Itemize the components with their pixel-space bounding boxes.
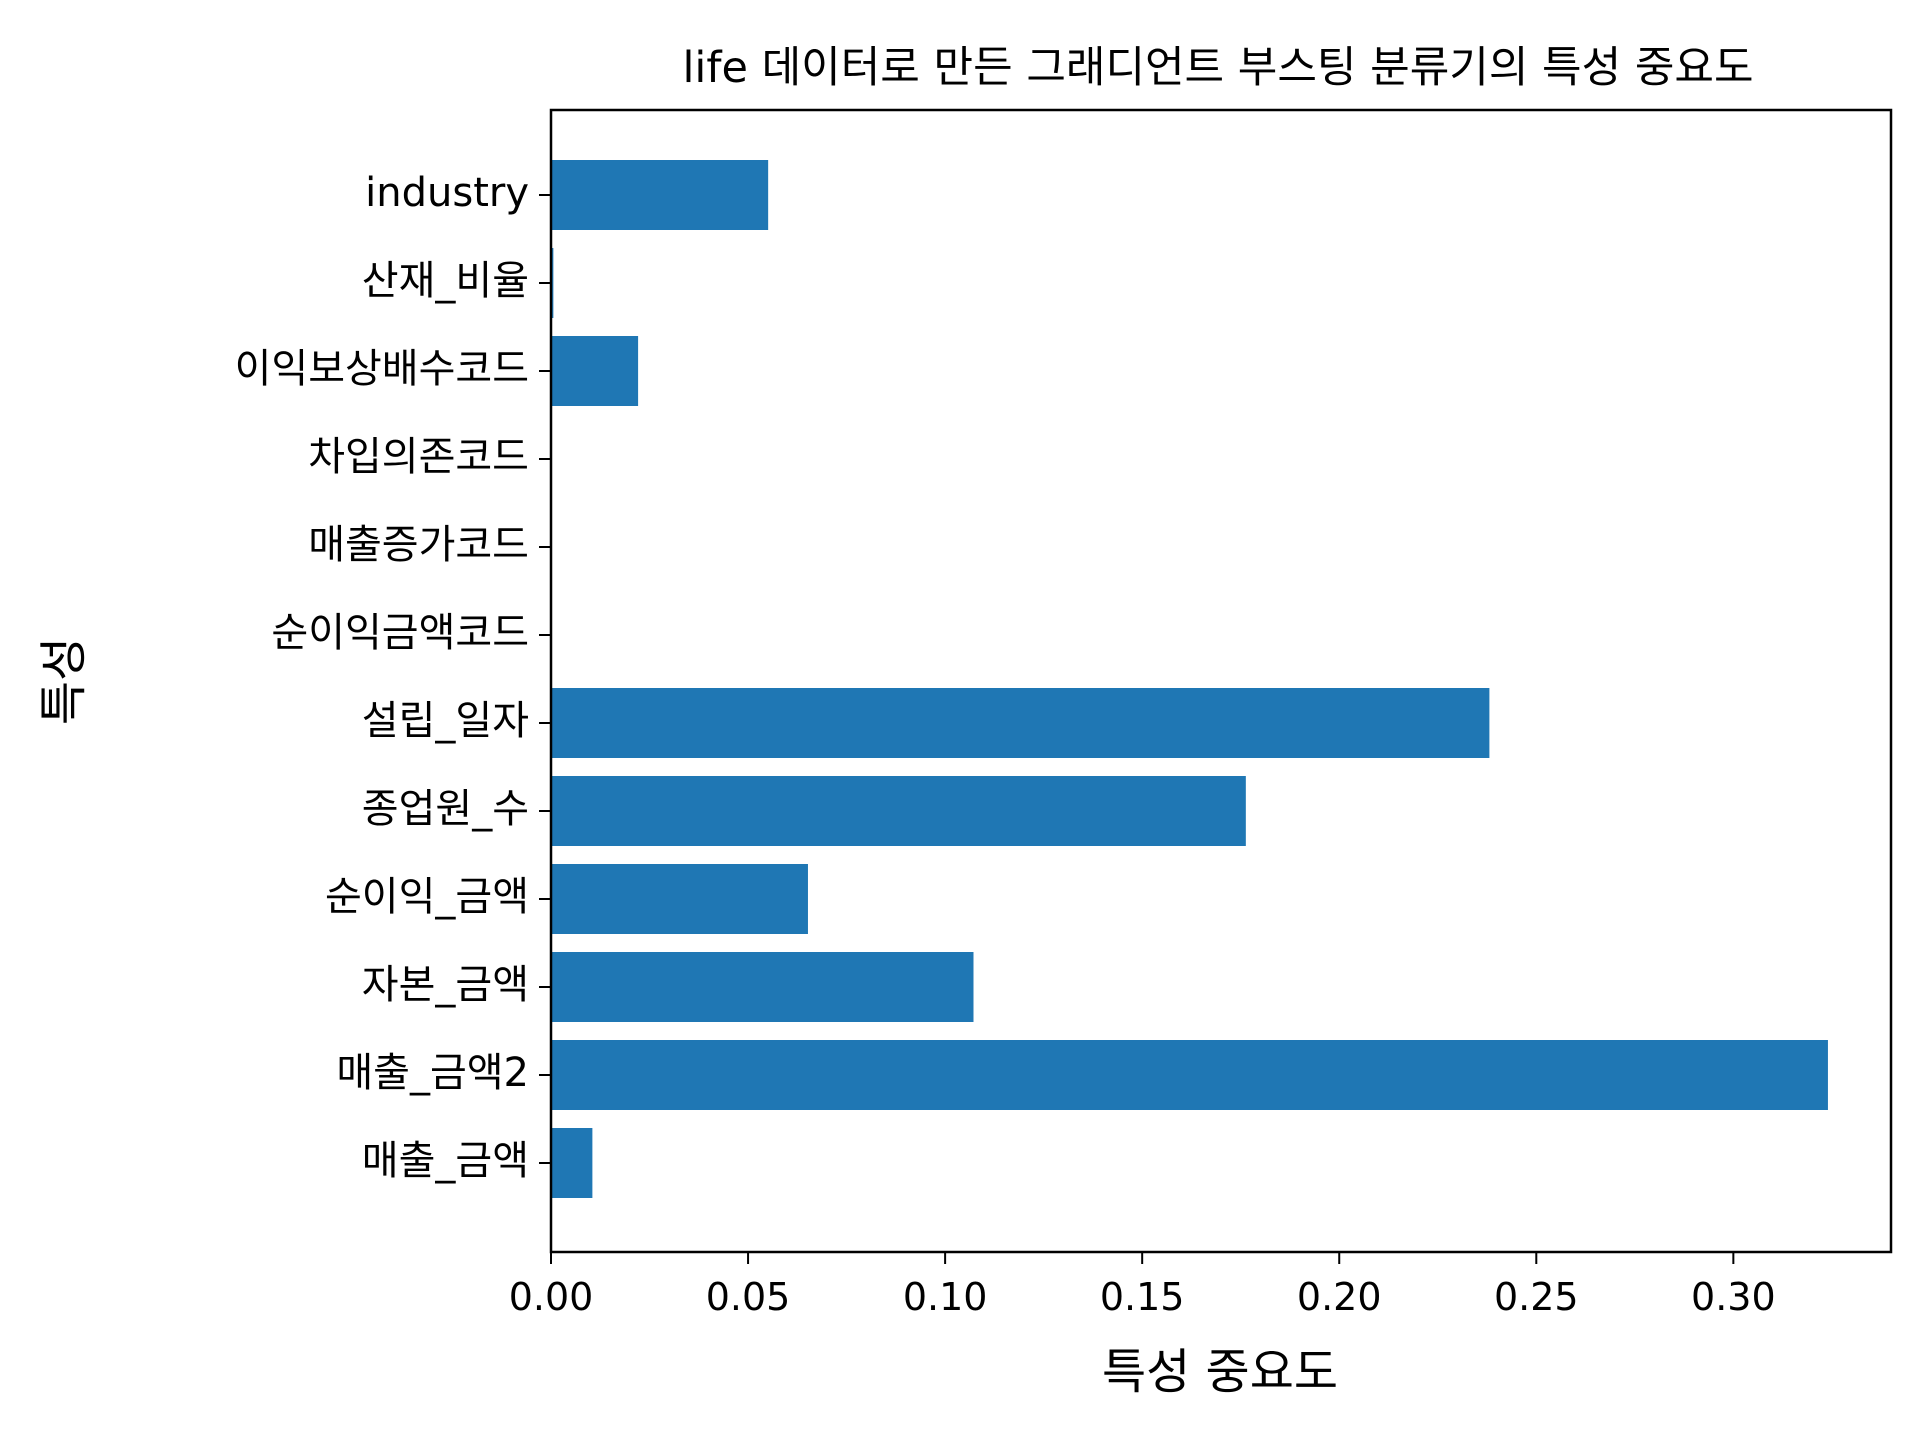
x-axis-label: 특성 중요도 <box>1102 1344 1338 1400</box>
bars-layer <box>551 160 1828 1198</box>
bar-3 <box>551 952 974 1022</box>
chart-title: life 데이터로 만든 그래디언트 부스팅 분류기의 특성 중요도 <box>682 43 1753 93</box>
bar-4 <box>551 864 808 934</box>
y-tick-label: 매출_금액2 <box>336 1050 529 1096</box>
x-tick-label: 0.10 <box>903 1275 988 1319</box>
x-tick-label: 0.15 <box>1100 1275 1185 1319</box>
bar-6 <box>551 688 1490 758</box>
x-tick-label: 0.20 <box>1297 1275 1382 1319</box>
y-axis-ticks: 매출_금액 매출_금액2 자본_금액 순이익_금액 종업원_수 설립_일자 순이익금액코드 매… <box>235 170 551 1184</box>
y-axis-label: 특성 <box>36 637 92 725</box>
plot-frame <box>549 108 1893 1254</box>
x-tick-label: 0.05 <box>706 1275 791 1319</box>
bar-10 <box>551 336 639 406</box>
y-tick-label: 매출증가코드 <box>308 522 529 568</box>
x-tick-label: 0.00 <box>509 1275 594 1319</box>
bar-5 <box>551 776 1246 846</box>
y-tick-label: 차입의존코드 <box>308 434 529 480</box>
y-tick-label: 자본_금액 <box>362 962 529 1008</box>
x-tick-label: 0.30 <box>1691 1275 1776 1319</box>
bar-1 <box>551 1128 593 1198</box>
y-tick-label: industry <box>365 170 529 216</box>
y-tick-label: 산재_비율 <box>362 258 529 304</box>
y-tick-label: 매출_금액 <box>362 1138 529 1184</box>
y-tick-label: 설립_일자 <box>362 698 529 744</box>
y-tick-label: 이익보상배수코드 <box>235 346 529 392</box>
x-tick-label: 0.25 <box>1494 1275 1579 1319</box>
y-tick-label: 종업원_수 <box>362 786 529 832</box>
bar-12 <box>551 160 769 230</box>
bar-2 <box>551 1040 1828 1110</box>
x-axis-ticks: 0.00 0.05 0.10 0.15 0.20 0.25 0.30 <box>509 1252 1776 1319</box>
y-tick-label: 순이익_금액 <box>325 874 529 920</box>
y-tick-label: 순이익금액코드 <box>271 610 529 656</box>
